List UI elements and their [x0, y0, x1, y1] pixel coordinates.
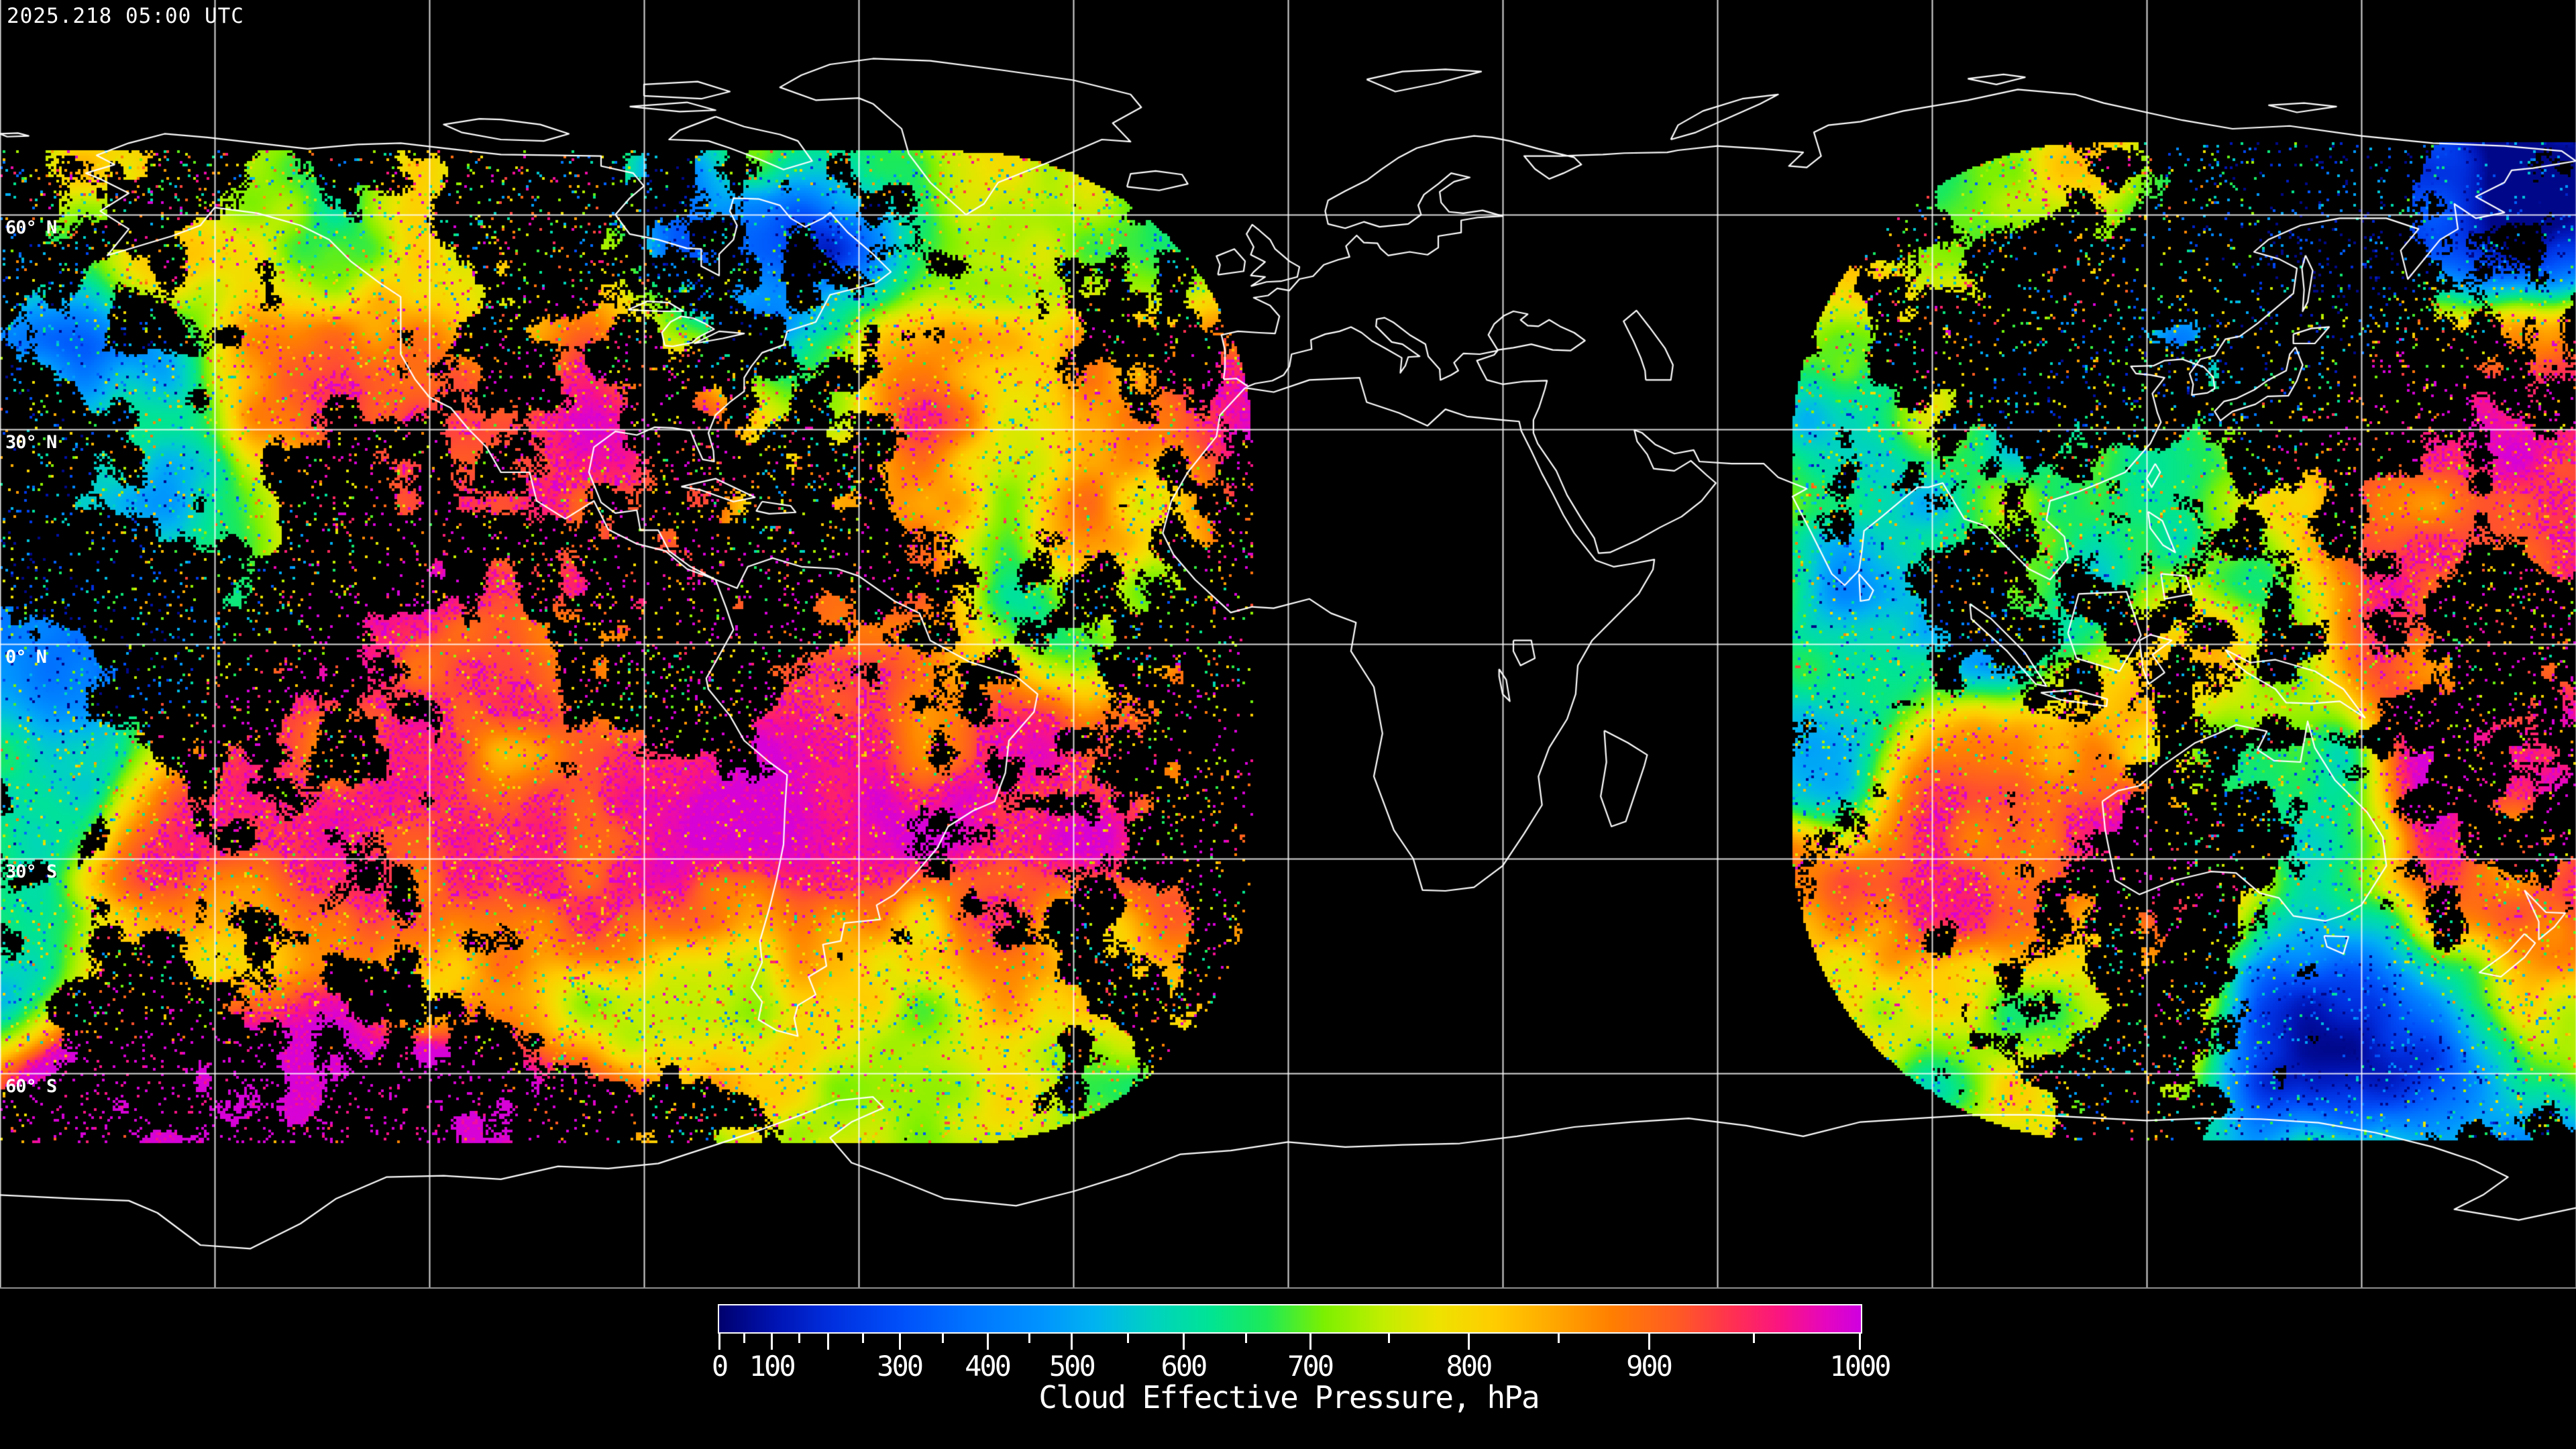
- colorbar-tick-label: 700: [1287, 1350, 1334, 1383]
- colorbar-tick: [743, 1334, 746, 1343]
- latitude-label: 0° N: [5, 647, 47, 667]
- colorbar-tick: [942, 1334, 945, 1343]
- colorbar-title: Cloud Effective Pressure, hPa: [1038, 1379, 1540, 1415]
- colorbar-tick: [1752, 1334, 1755, 1343]
- colorbar-tick-label: 600: [1161, 1350, 1208, 1383]
- latitude-label: 30° N: [5, 432, 57, 453]
- colorbar-tick: [1467, 1334, 1470, 1350]
- colorbar-tick: [1859, 1334, 1861, 1350]
- colorbar-tick: [986, 1334, 989, 1350]
- latitude-label: 30° S: [5, 861, 57, 882]
- colorbar-tick-label: 800: [1446, 1350, 1493, 1383]
- colorbar-tick: [1182, 1334, 1185, 1350]
- colorbar-tick: [826, 1334, 829, 1350]
- colorbar-tick-label: 500: [1049, 1350, 1096, 1383]
- latitude-label: 60° S: [5, 1076, 57, 1097]
- colorbar-tick-label: 100: [749, 1350, 796, 1383]
- colorbar-tick: [771, 1334, 773, 1350]
- colorbar-tick: [718, 1334, 720, 1350]
- colorbar-tick: [798, 1334, 800, 1343]
- colorbar-tick-label: 900: [1626, 1350, 1673, 1383]
- world-map-canvas: [0, 0, 2576, 1288]
- colorbar-tick: [1387, 1334, 1390, 1343]
- colorbar-tick: [862, 1334, 865, 1343]
- colorbar-tick: [1648, 1334, 1650, 1350]
- colorbar-tick: [898, 1334, 901, 1350]
- colorbar-tick-label: 400: [965, 1350, 1012, 1383]
- colorbar-gradient: [718, 1304, 1862, 1334]
- colorbar-tick-label: 300: [877, 1350, 924, 1383]
- colorbar-tick: [1309, 1334, 1311, 1350]
- colorbar-tick-label: 1000: [1829, 1350, 1891, 1383]
- colorbar-tick: [1245, 1334, 1248, 1343]
- colorbar-tick-label: 0: [711, 1350, 729, 1383]
- colorbar-tick: [1126, 1334, 1129, 1343]
- colorbar-tick: [1558, 1334, 1560, 1343]
- map-bottom-border: [0, 1287, 2576, 1289]
- timestamp: 2025.218 05:00 UTC: [7, 4, 244, 28]
- latitude-label: 60° N: [5, 217, 57, 238]
- colorbar-tick: [1071, 1334, 1073, 1350]
- colorbar-tick: [1028, 1334, 1031, 1343]
